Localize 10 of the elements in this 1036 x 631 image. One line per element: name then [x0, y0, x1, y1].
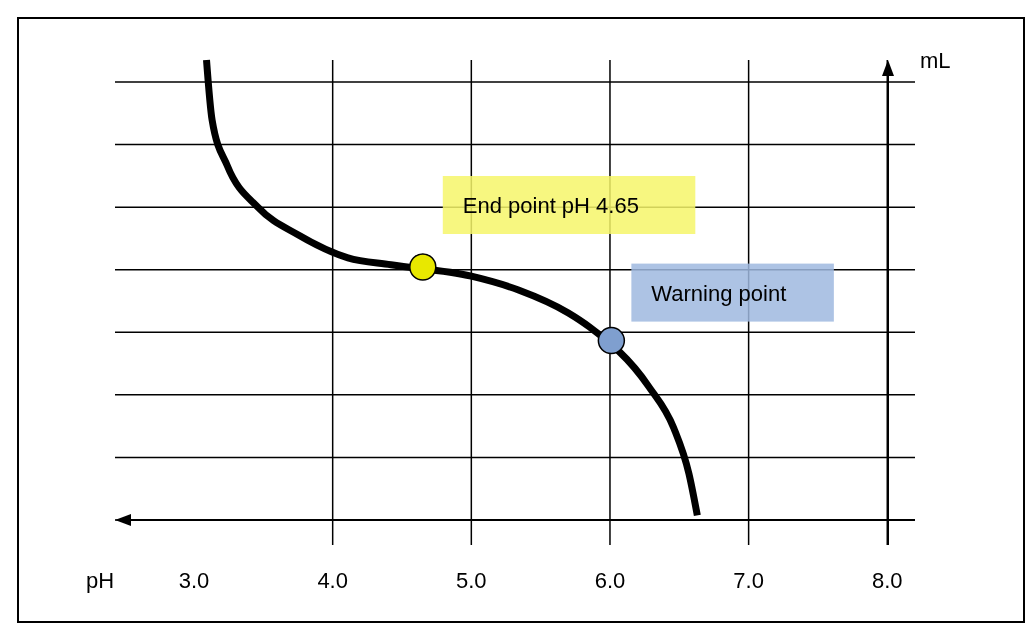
x-tick-label: 3.0: [178, 568, 210, 593]
x-axis-title: pH: [85, 568, 115, 593]
x-tick-label: 8.0: [871, 568, 903, 593]
annotation: Warning point: [651, 280, 787, 306]
annotation: End point pH 4.65: [462, 193, 639, 218]
x-tick-label: 4.0: [317, 568, 348, 593]
x-tick-label: 7.0: [733, 568, 764, 593]
x-tick-label: 5.0: [456, 568, 487, 593]
y-axis-title: mL: [920, 48, 951, 73]
x-tick-label: 6.0: [594, 568, 626, 593]
